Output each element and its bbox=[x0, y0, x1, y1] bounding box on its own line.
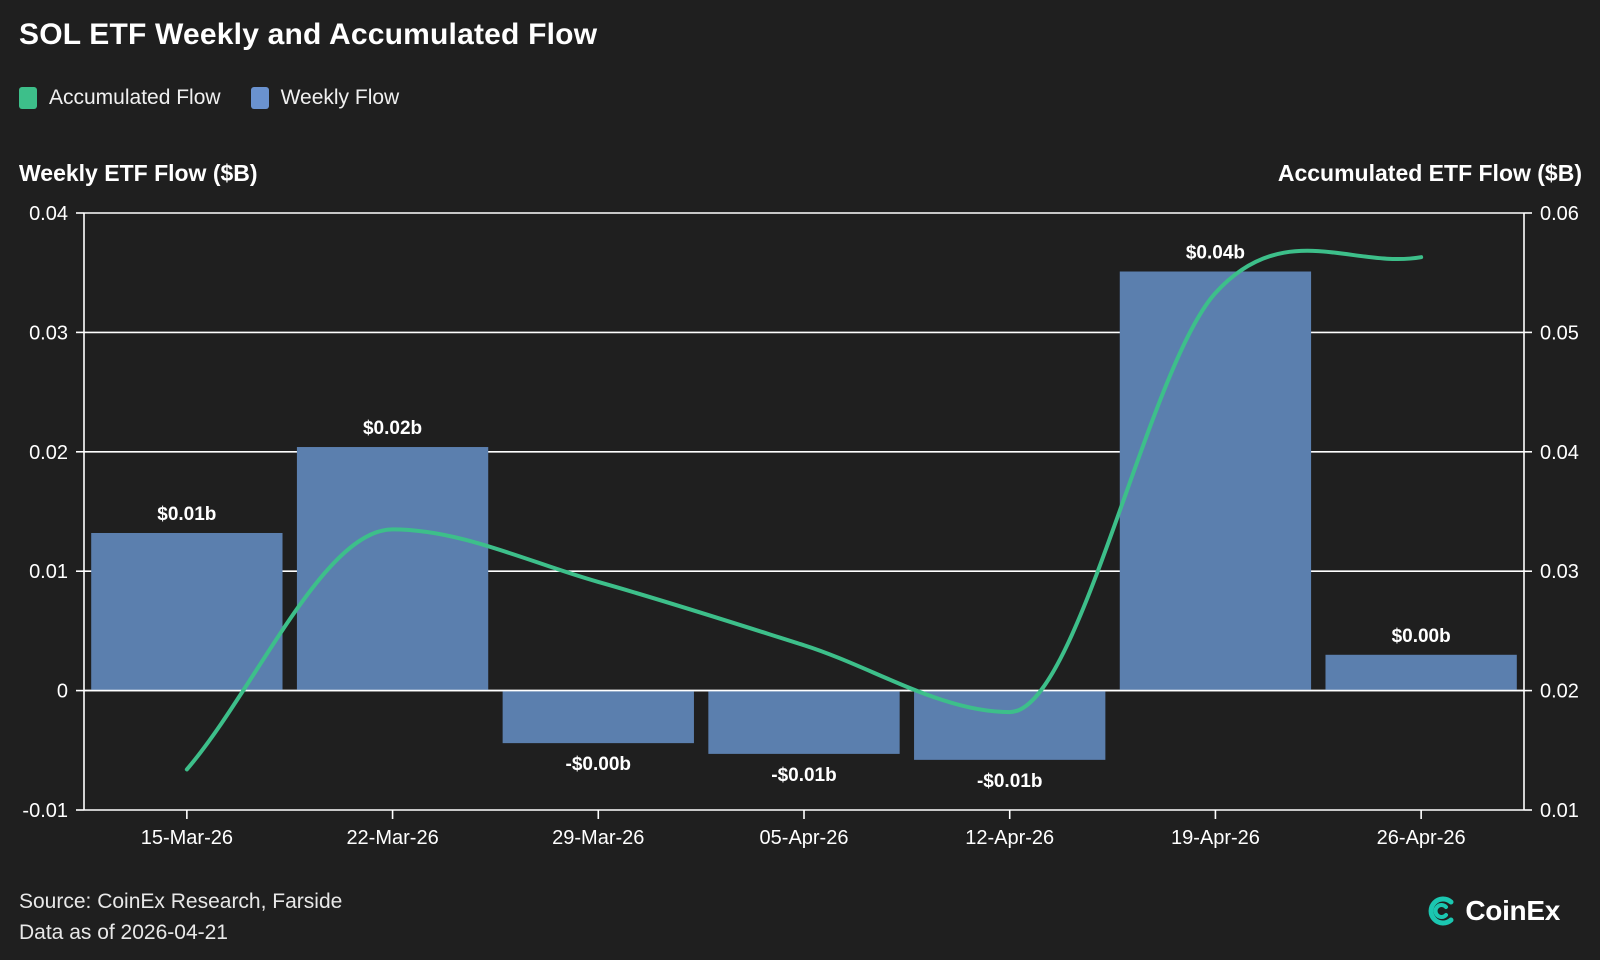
right-tick-label: 0.04 bbox=[1540, 442, 1579, 464]
x-tick-label: 26-Apr-26 bbox=[1377, 827, 1466, 849]
legend-label-weekly: Weekly Flow bbox=[280, 86, 400, 109]
right-axis-title: Accumulated ETF Flow ($B) bbox=[1277, 160, 1582, 186]
legend-swatch-accumulated bbox=[19, 87, 37, 109]
right-tick-label: 0.02 bbox=[1540, 681, 1579, 703]
left-tick-label: 0.02 bbox=[29, 442, 68, 464]
bar-data-label: -$0.00b bbox=[566, 754, 631, 775]
left-tick-label: 0.04 bbox=[29, 203, 68, 225]
left-tick-label: -0.01 bbox=[22, 800, 68, 822]
legend-swatch-weekly bbox=[250, 87, 269, 109]
legend: Accumulated Flow Weekly Flow bbox=[19, 86, 429, 110]
source-note: Source: CoinEx Research, Farside bbox=[19, 890, 343, 913]
bar-data-label: $0.04b bbox=[1186, 243, 1245, 264]
bar-data-label: $0.02b bbox=[363, 418, 422, 439]
coinex-logo-icon bbox=[1428, 896, 1454, 926]
label-layer: $0.01b $0.02b -$0.00b -$0.01b -$0.01b $0.04b $… bbox=[157, 243, 1450, 792]
bar-data-label: $0.01b bbox=[157, 504, 216, 525]
bar bbox=[296, 447, 489, 691]
x-tick-label: 19-Apr-26 bbox=[1171, 827, 1260, 849]
bar bbox=[1325, 654, 1517, 691]
accumulated-flow-line bbox=[184, 248, 1424, 772]
bar bbox=[1119, 271, 1312, 691]
left-tick-label: 0.01 bbox=[29, 561, 68, 583]
axis-layer: -0.01 0.01 0 0.02 0.01 0.03 0.02 0.04 0.03 0.05 0.… bbox=[22, 203, 1579, 849]
right-tick-label: 0.06 bbox=[1540, 203, 1579, 225]
coinex-logo: CoinEx bbox=[1425, 894, 1560, 928]
coinex-logo-text: CoinEx bbox=[1465, 895, 1560, 926]
left-tick-label: 0 bbox=[57, 681, 68, 703]
bar-layer bbox=[91, 271, 1517, 760]
chart-title: SOL ETF Weekly and Accumulated Flow bbox=[19, 18, 598, 51]
x-tick-label: 22-Mar-26 bbox=[346, 827, 438, 849]
bar-data-label: -$0.01b bbox=[977, 771, 1042, 792]
bar bbox=[708, 690, 900, 754]
data-date-note: Data as of 2026-04-21 bbox=[19, 921, 228, 944]
right-tick-label: 0.01 bbox=[1540, 800, 1579, 822]
legend-label-accumulated: Accumulated Flow bbox=[49, 86, 221, 109]
right-tick-label: 0.05 bbox=[1540, 322, 1579, 344]
left-axis-title: Weekly ETF Flow ($B) bbox=[19, 160, 258, 186]
bar bbox=[502, 690, 694, 744]
right-tick-label: 0.03 bbox=[1540, 561, 1579, 583]
x-tick-label: 29-Mar-26 bbox=[552, 827, 644, 849]
bar bbox=[91, 532, 283, 691]
bar-data-label: $0.00b bbox=[1392, 626, 1451, 647]
line-layer bbox=[84, 248, 1524, 772]
left-tick-label: 0.03 bbox=[29, 322, 68, 344]
x-tick-label: 05-Apr-26 bbox=[760, 827, 849, 849]
x-tick-label: 15-Mar-26 bbox=[141, 827, 233, 849]
legend-item-accumulated-flow: Accumulated Flow bbox=[19, 86, 221, 110]
bar-data-label: -$0.01b bbox=[771, 765, 836, 786]
footer: Source: CoinEx Research, Farside Data as… bbox=[19, 886, 342, 948]
legend-item-weekly-flow: Weekly Flow bbox=[250, 86, 400, 110]
x-tick-label: 12-Apr-26 bbox=[965, 827, 1054, 849]
